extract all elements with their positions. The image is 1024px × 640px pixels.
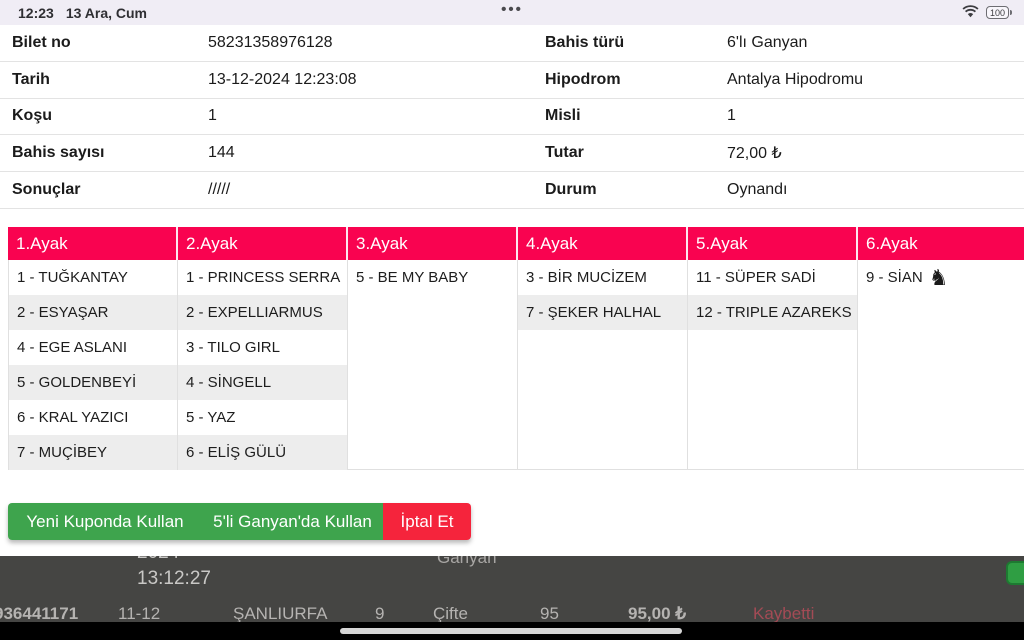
ticket-details: Bilet no 58231358976128 Bahis türü 6'lı … bbox=[0, 25, 1024, 209]
leg-header-2: 2.Ayak bbox=[178, 227, 348, 260]
use-new-coupon-button[interactable]: Yeni Kuponda Kullan bbox=[8, 503, 202, 540]
leg-column-2: 2.Ayak 1 - PRINCESS SERRA 2 - EXPELLIARM… bbox=[178, 227, 348, 470]
horse-cell-label: 9 - SİAN bbox=[866, 269, 923, 286]
horse-cell: 3 - TILO GIRL bbox=[186, 339, 280, 356]
horse-cell: 5 - GOLDENBEYİ bbox=[9, 365, 177, 400]
battery-icon: 100 bbox=[985, 6, 1012, 19]
horse-cell: 2 - ESYAŞAR bbox=[9, 295, 177, 330]
status-time-date: 12:23 13 Ara, Cum bbox=[18, 5, 147, 21]
horse-cell: 5 - BE MY BABY bbox=[356, 269, 469, 286]
battery-nub bbox=[1010, 10, 1012, 15]
detail-value-durum: Oynandı bbox=[727, 181, 788, 199]
wifi-icon bbox=[962, 4, 979, 21]
legs-table: 1.Ayak 1 - TUĞKANTAY 2 - ESYAŞAR 4 - EGE… bbox=[8, 227, 1024, 470]
horse-cell: 2 - EXPELLIARMUS bbox=[178, 295, 347, 330]
detail-row-kosu-misli: Koşu 1 Misli 1 bbox=[0, 99, 1024, 136]
background-race-no: 9 bbox=[375, 604, 385, 622]
horse-cell: 9 - SİAN ♞ bbox=[858, 260, 1024, 295]
horse-cell: 1 - PRINCESS SERRA bbox=[186, 269, 341, 286]
leg-header-1: 1.Ayak bbox=[8, 227, 178, 260]
background-date-fragment: 2024 bbox=[137, 556, 179, 564]
detail-label: Tutar bbox=[545, 144, 584, 162]
horse-cell: 6 - ELİŞ GÜLÜ bbox=[178, 435, 347, 470]
detail-label: Durum bbox=[545, 181, 597, 199]
detail-label: Koşu bbox=[12, 107, 52, 125]
horse-cell: 12 - TRIPLE AZAREKS bbox=[688, 295, 857, 330]
home-indicator[interactable] bbox=[340, 628, 682, 634]
detail-label: Misli bbox=[545, 107, 581, 125]
horse-cell: 7 - ŞEKER HALHAL bbox=[518, 295, 687, 330]
background-row-time: 13:12:27 bbox=[137, 568, 211, 589]
modal-scrim[interactable]: 2024 13:12:27 Ganyan 936441171 11-12 ŞAN… bbox=[0, 556, 1024, 622]
background-bet-type: Ganyan bbox=[437, 556, 497, 567]
background-amount: 95,00 ₺ bbox=[628, 604, 687, 622]
horse-cell: 7 - MUÇİBEY bbox=[9, 435, 177, 470]
status-bar: 12:23 13 Ara, Cum ••• 100 bbox=[0, 0, 1024, 25]
detail-label: Tarih bbox=[12, 70, 50, 88]
background-list-row: 936441171 11-12 ŞANLIURFA 9 Çifte 95 95,… bbox=[0, 604, 1024, 622]
detail-label: Hipodrom bbox=[545, 70, 621, 88]
background-bet-name: Çifte bbox=[433, 604, 468, 622]
horse-cell: 3 - BİR MUCİZEM bbox=[526, 269, 647, 286]
detail-label: Bilet no bbox=[12, 33, 71, 51]
detail-row-bahissayisi-tutar: Bahis sayısı 144 Tutar 72,00 ₺ bbox=[0, 135, 1024, 173]
gesture-nav-bar bbox=[0, 622, 1024, 640]
detail-value-tutar: 72,00 ₺ bbox=[727, 145, 782, 163]
detail-row-bilet-bahis: Bilet no 58231358976128 Bahis türü 6'lı … bbox=[0, 25, 1024, 62]
detail-row-tarih-hipodrom: Tarih 13-12-2024 12:23:08 Hipodrom Antal… bbox=[0, 62, 1024, 99]
status-icons: 100 bbox=[962, 4, 1012, 21]
status-date: 13 Ara, Cum bbox=[65, 4, 147, 21]
battery-level: 100 bbox=[985, 6, 1009, 19]
leg-column-4: 4.Ayak 3 - BİR MUCİZEM 7 - ŞEKER HALHAL bbox=[518, 227, 688, 470]
detail-value-tarih: 13-12-2024 12:23:08 bbox=[208, 70, 357, 88]
detail-value-sonuclar: ///// bbox=[208, 181, 231, 199]
background-green-button-edge bbox=[1006, 561, 1024, 585]
leg-header-3: 3.Ayak bbox=[348, 227, 518, 260]
leg-header-5: 5.Ayak bbox=[688, 227, 858, 260]
detail-value-bahis-sayisi: 144 bbox=[208, 144, 235, 162]
leg-header-4: 4.Ayak bbox=[518, 227, 688, 260]
background-row-date: 11-12 bbox=[118, 604, 161, 622]
detail-value-bahis-turu: 6'lı Ganyan bbox=[727, 33, 808, 51]
status-time: 12:23 bbox=[18, 4, 54, 21]
background-status-lost: Kaybetti bbox=[753, 604, 815, 622]
horse-cell: 4 - EGE ASLANI bbox=[17, 339, 128, 356]
horse-cell: 6 - KRAL YAZICI bbox=[17, 409, 129, 426]
detail-value-hipodrom: Antalya Hipodromu bbox=[727, 70, 864, 88]
cancel-ticket-button[interactable]: İptal Et bbox=[383, 503, 471, 540]
detail-value-kosu: 1 bbox=[208, 107, 217, 125]
detail-value-bilet-no: 58231358976128 bbox=[208, 33, 333, 51]
leg-column-6: 6.Ayak 9 - SİAN ♞ bbox=[858, 227, 1024, 470]
horse-cell: 1 - TUĞKANTAY bbox=[17, 269, 128, 286]
background-bet-count: 95 bbox=[540, 604, 559, 622]
leg-column-1: 1.Ayak 1 - TUĞKANTAY 2 - ESYAŞAR 4 - EGE… bbox=[8, 227, 178, 470]
detail-label: Bahis sayısı bbox=[12, 144, 105, 162]
detail-row-sonuclar-durum: Sonuçlar ///// Durum Oynandı bbox=[0, 172, 1024, 209]
detail-value-misli: 1 bbox=[727, 107, 736, 125]
horse-icon: ♞ bbox=[928, 264, 949, 290]
background-ticket-no: 936441171 bbox=[0, 604, 79, 622]
leg-header-6: 6.Ayak bbox=[858, 227, 1024, 260]
leg-column-3: 3.Ayak 5 - BE MY BABY bbox=[348, 227, 518, 470]
action-buttons: Yeni Kuponda Kullan 5'li Ganyan'da Kulla… bbox=[8, 503, 471, 540]
multitask-menu-dots[interactable]: ••• bbox=[501, 1, 523, 18]
detail-label: Sonuçlar bbox=[12, 181, 81, 199]
detail-label: Bahis türü bbox=[545, 33, 625, 51]
horse-cell: 4 - SİNGELL bbox=[178, 365, 347, 400]
horse-cell: 11 - SÜPER SADİ bbox=[696, 269, 816, 286]
horse-cell: 5 - YAZ bbox=[186, 409, 236, 426]
use-5li-ganyan-button[interactable]: 5'li Ganyan'da Kullan bbox=[202, 503, 383, 540]
background-hippodrome: ŞANLIURFA bbox=[233, 604, 328, 622]
leg-column-5: 5.Ayak 11 - SÜPER SADİ 12 - TRIPLE AZARE… bbox=[688, 227, 858, 470]
